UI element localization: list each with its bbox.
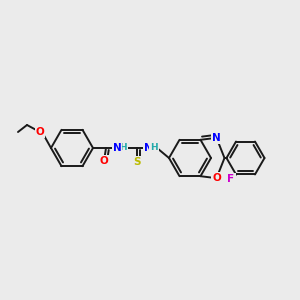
Text: O: O — [100, 156, 108, 166]
Text: H: H — [150, 143, 158, 152]
Text: F: F — [227, 175, 235, 184]
Text: N: N — [144, 143, 152, 153]
Text: N: N — [112, 143, 122, 153]
Text: S: S — [133, 157, 141, 167]
Text: O: O — [36, 127, 44, 137]
Text: N: N — [212, 133, 221, 143]
Text: O: O — [212, 173, 221, 183]
Text: H: H — [119, 143, 127, 152]
